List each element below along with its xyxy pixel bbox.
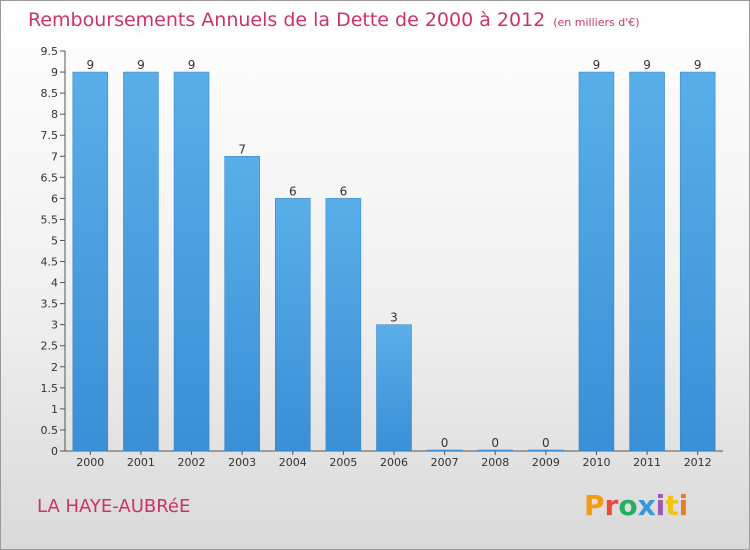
data-label-2008: 0 — [491, 436, 499, 450]
x-tick-label-2006: 2006 — [380, 456, 408, 469]
y-tick-label: 9.5 — [41, 45, 59, 58]
chart-title: Remboursements Annuels de la Dette de 20… — [28, 9, 640, 31]
y-tick-label: 7 — [51, 150, 58, 163]
bar-2002 — [173, 71, 210, 452]
y-tick-label: 0 — [51, 445, 58, 458]
logo-letter: x — [637, 489, 656, 522]
x-tick-label-2012: 2012 — [684, 456, 712, 469]
bar-2009 — [528, 449, 564, 452]
data-label-2011: 9 — [643, 58, 651, 72]
bar-2008 — [477, 449, 513, 452]
y-tick-label: 2.5 — [41, 340, 59, 353]
bar-2006 — [376, 324, 412, 452]
y-tick-label: 7.5 — [41, 129, 59, 142]
bar-2000 — [72, 71, 109, 452]
data-label-2007: 0 — [441, 436, 449, 450]
chart-title-text: Remboursements Annuels de la Dette de 20… — [28, 9, 546, 31]
y-tick-label: 9 — [51, 66, 58, 79]
y-tick-label: 0.5 — [41, 424, 59, 437]
commune-name: LA HAYE-AUBRéE — [37, 496, 191, 517]
x-tick-label-2008: 2008 — [481, 456, 509, 469]
y-tick-label: 5.5 — [41, 213, 59, 226]
y-tick-label: 5 — [51, 234, 58, 247]
x-tick-label-2003: 2003 — [228, 456, 256, 469]
logo-letter: P — [584, 489, 605, 522]
bar-2010 — [578, 71, 615, 452]
bar-2011 — [629, 71, 665, 452]
data-label-2012: 9 — [694, 58, 702, 72]
x-tick-label-2010: 2010 — [582, 456, 610, 469]
x-tick-label-2011: 2011 — [633, 456, 661, 469]
x-tick-label-2002: 2002 — [178, 456, 206, 469]
logo-letter: i — [655, 489, 666, 522]
bar-2004 — [275, 198, 311, 452]
y-tick-label: 2 — [51, 361, 58, 374]
logo-letter: o — [618, 489, 638, 522]
x-tick-label-2001: 2001 — [127, 456, 155, 469]
data-label-2002: 9 — [188, 58, 196, 72]
bar-2005 — [325, 198, 362, 452]
y-tick-label: 4 — [51, 277, 58, 290]
bar-2007 — [426, 449, 463, 452]
y-tick-label: 8.5 — [41, 87, 59, 100]
x-tick-label-2009: 2009 — [532, 456, 560, 469]
data-label-2009: 0 — [542, 436, 550, 450]
x-tick-label-2000: 2000 — [76, 456, 104, 469]
y-tick-label: 1.5 — [41, 382, 59, 395]
y-tick-label: 6 — [51, 192, 58, 205]
data-label-2001: 9 — [137, 58, 145, 72]
y-tick-label: 3 — [51, 319, 58, 332]
bar-2001 — [123, 71, 159, 452]
y-tick-label: 6.5 — [41, 171, 59, 184]
data-label-2005: 6 — [340, 184, 348, 198]
data-label-2010: 9 — [593, 58, 601, 72]
y-tick-label: 1 — [51, 403, 58, 416]
data-label-2006: 3 — [390, 311, 398, 325]
chart-unit: (en milliers d'€) — [553, 16, 640, 29]
bar-2003 — [224, 156, 260, 452]
x-tick-label-2004: 2004 — [279, 456, 307, 469]
data-label-2004: 6 — [289, 184, 297, 198]
bar-2012 — [679, 71, 716, 452]
logo-letter: i — [678, 489, 689, 522]
proxiti-logo[interactable]: Proxiti — [584, 489, 688, 522]
y-tick-label: 8 — [51, 108, 58, 121]
x-tick-label-2007: 2007 — [431, 456, 459, 469]
y-tick-label: 3.5 — [41, 298, 59, 311]
logo-letter: r — [604, 489, 619, 522]
data-label-2000: 9 — [86, 58, 94, 72]
x-tick-label-2005: 2005 — [329, 456, 357, 469]
y-tick-label: 4.5 — [41, 256, 59, 269]
logo-letter: t — [665, 489, 679, 522]
data-label-2003: 7 — [238, 142, 246, 156]
